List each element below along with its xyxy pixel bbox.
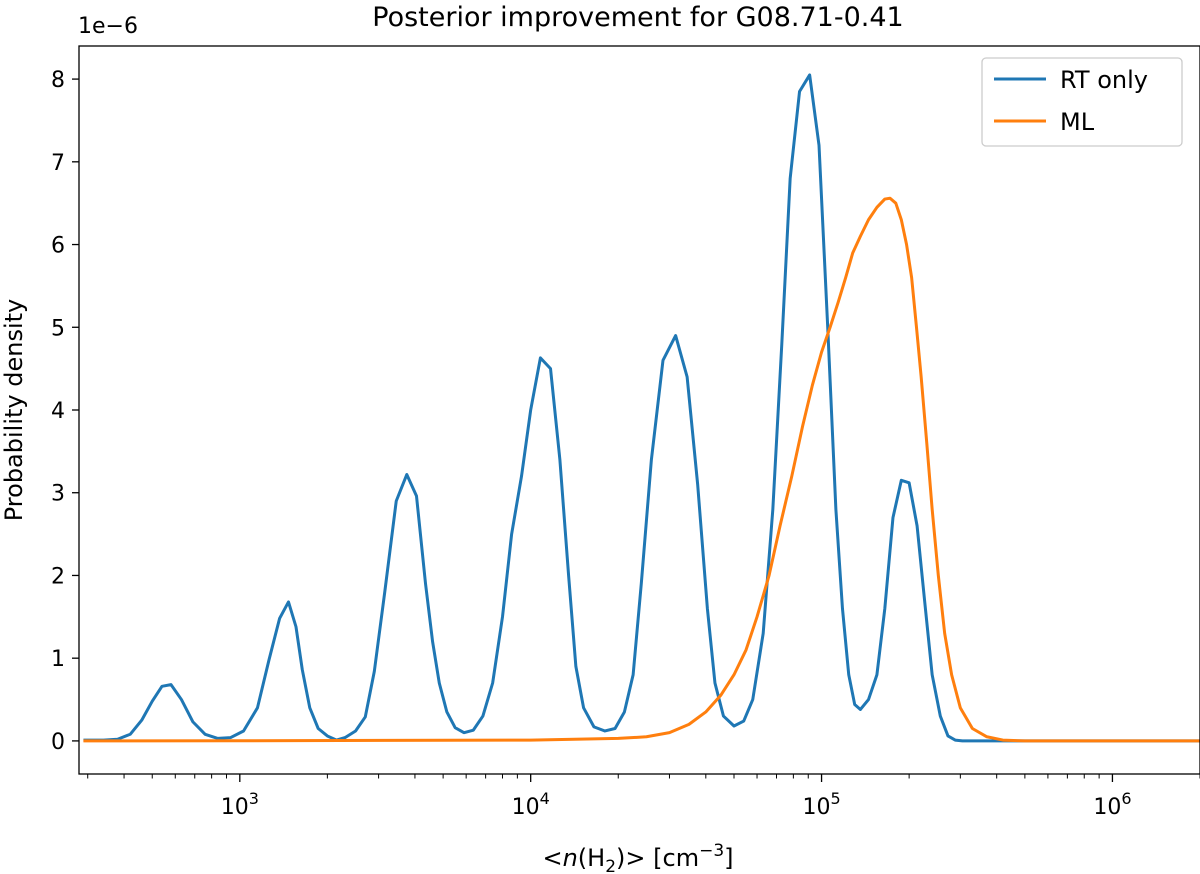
y-tick-label: 7 [51,151,65,176]
y-tick-label: 1 [51,647,65,672]
plot-frame [78,45,1200,775]
x-tick-label: 104 [512,789,550,820]
y-tick-label: 2 [51,564,65,589]
chart-title: Posterior improvement for G08.71-0.41 [372,2,903,33]
y-tick-label: 8 [51,68,65,93]
x-tick-label: 106 [1093,789,1131,820]
y-tick-label: 3 [51,482,65,507]
y-tick-label: 4 [51,399,65,424]
series-layer [83,73,1200,743]
legend-label-rt-only: RT only [1060,66,1148,94]
y-offset-label: 1e−6 [78,14,138,39]
series-line-ml [83,196,1200,743]
y-tick-label: 0 [51,730,65,755]
y-tick-label: 5 [51,316,65,341]
legend-label-ml: ML [1060,108,1095,136]
legend: RT only ML [981,57,1183,147]
y-axis-label: Probability density [0,299,28,522]
x-axis-label: <n(H2)> [cm−3] [542,841,733,874]
series-line-rt-only [83,73,1200,743]
axes-layer: 0 1 2 3 4 5 6 7 8 103 104 105 106 [51,68,1200,820]
x-tick-label: 105 [802,789,840,820]
y-tick-label: 6 [51,234,65,259]
x-tick-label: 103 [221,789,259,820]
